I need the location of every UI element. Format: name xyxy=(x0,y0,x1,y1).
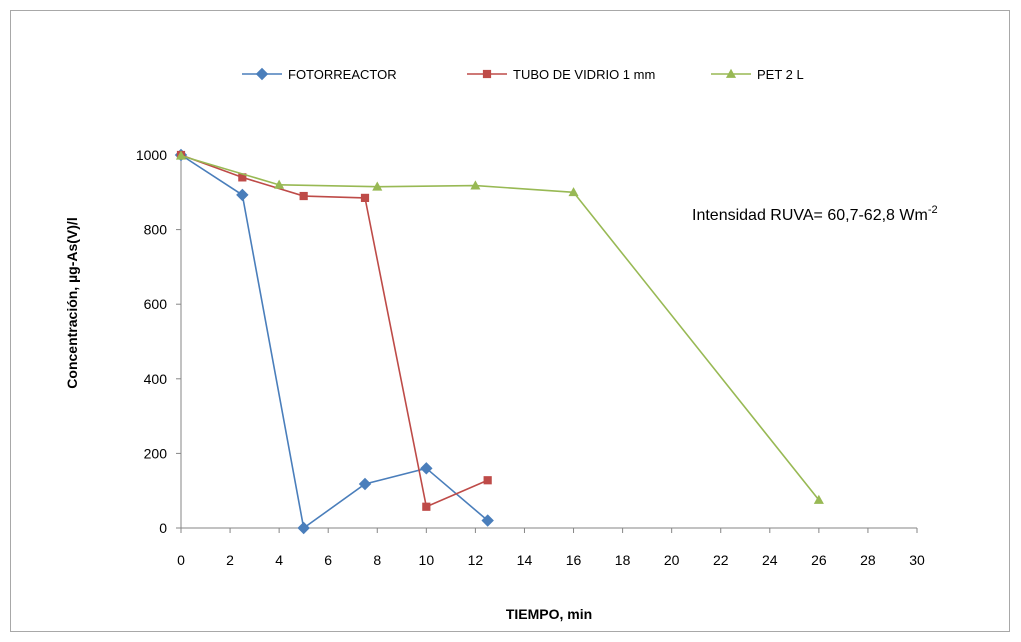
intensity-annotation: Intensidad RUVA= 60,7-62,8 Wm-2 xyxy=(692,204,938,224)
data-point xyxy=(422,502,431,511)
x-tick-label: 20 xyxy=(664,552,680,568)
annotation-superscript: -2 xyxy=(928,204,938,216)
x-tick-label: 16 xyxy=(566,552,582,568)
x-tick-label: 22 xyxy=(713,552,729,568)
annotation-text: Intensidad RUVA= 60,7-62,8 Wm xyxy=(692,207,928,224)
legend-marker xyxy=(482,69,492,79)
series-1 xyxy=(176,150,492,511)
y-tick-label: 200 xyxy=(144,445,168,461)
legend-label: PET 2 L xyxy=(757,67,804,82)
y-tick-label: 600 xyxy=(144,296,168,312)
data-point xyxy=(175,150,187,160)
x-tick-label: 24 xyxy=(762,552,778,568)
legend: FOTORREACTOR TUBO DE VIDRIO 1 mm PET 2 L xyxy=(242,67,804,82)
data-point xyxy=(297,521,310,535)
data-point xyxy=(299,191,308,201)
series-2 xyxy=(175,150,824,504)
data-point xyxy=(481,514,494,527)
series-layer xyxy=(174,148,824,535)
y-tick-label: 1000 xyxy=(136,147,167,163)
data-point xyxy=(470,180,481,190)
legend-item-0: FOTORREACTOR xyxy=(242,67,397,82)
x-tick-label: 2 xyxy=(226,552,234,568)
legend-label: TUBO DE VIDRIO 1 mm xyxy=(513,67,655,82)
series-0 xyxy=(174,148,494,535)
x-tick-label: 6 xyxy=(324,552,332,568)
data-point xyxy=(372,181,383,191)
x-tick-label: 18 xyxy=(615,552,631,568)
series-line xyxy=(180,154,488,508)
y-axis-title: Concentración, µg-As(V)/l xyxy=(64,217,80,388)
x-tick-label: 12 xyxy=(468,552,484,568)
y-tick-label: 400 xyxy=(144,371,168,387)
series-line xyxy=(180,154,489,530)
legend-marker xyxy=(255,67,269,81)
x-tick-label: 14 xyxy=(517,552,533,568)
x-axis-title: TIEMPO, min xyxy=(506,606,592,622)
series-line xyxy=(180,154,820,501)
y-tick-label: 800 xyxy=(144,222,168,238)
data-point xyxy=(274,179,285,189)
y-tick-label: 0 xyxy=(159,520,167,536)
x-tick-label: 28 xyxy=(860,552,876,568)
legend-marker xyxy=(725,68,737,78)
data-point xyxy=(568,187,579,197)
data-point xyxy=(358,477,372,491)
x-tick-label: 26 xyxy=(811,552,827,568)
data-point xyxy=(420,462,433,475)
x-tick-label: 10 xyxy=(419,552,435,568)
x-tick-label: 0 xyxy=(177,552,185,568)
legend-label: FOTORREACTOR xyxy=(288,67,397,82)
data-point xyxy=(236,188,249,202)
data-point xyxy=(483,476,492,485)
data-point xyxy=(360,193,370,202)
legend-item-1: TUBO DE VIDRIO 1 mm xyxy=(467,67,655,82)
x-tick-label: 8 xyxy=(373,552,381,568)
legend-item-2: PET 2 L xyxy=(711,67,804,82)
x-tick-label: 30 xyxy=(909,552,925,568)
data-point xyxy=(813,494,824,504)
x-tick-label: 4 xyxy=(275,552,283,568)
